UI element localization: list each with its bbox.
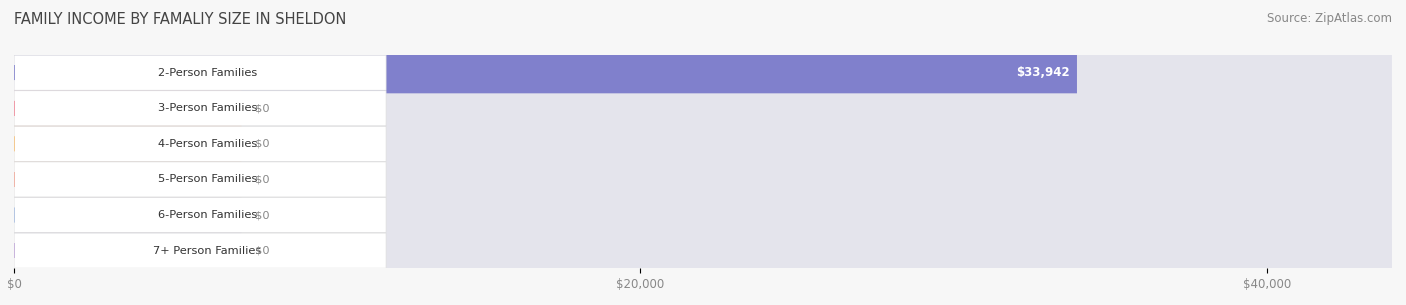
FancyBboxPatch shape xyxy=(14,91,1392,126)
FancyBboxPatch shape xyxy=(14,159,242,200)
Text: $0: $0 xyxy=(256,174,270,185)
Text: 2-Person Families: 2-Person Families xyxy=(157,68,257,78)
Text: $0: $0 xyxy=(256,139,270,149)
FancyBboxPatch shape xyxy=(14,91,387,126)
FancyBboxPatch shape xyxy=(14,233,1392,268)
FancyBboxPatch shape xyxy=(14,162,387,197)
Text: 6-Person Families: 6-Person Families xyxy=(157,210,257,220)
Text: 3-Person Families: 3-Person Families xyxy=(157,103,257,113)
FancyBboxPatch shape xyxy=(14,233,387,268)
Text: FAMILY INCOME BY FAMALIY SIZE IN SHELDON: FAMILY INCOME BY FAMALIY SIZE IN SHELDON xyxy=(14,12,346,27)
FancyBboxPatch shape xyxy=(14,126,1392,162)
Text: $0: $0 xyxy=(256,210,270,220)
Text: $33,942: $33,942 xyxy=(1017,66,1070,79)
FancyBboxPatch shape xyxy=(14,52,1077,93)
FancyBboxPatch shape xyxy=(14,230,1392,271)
FancyBboxPatch shape xyxy=(14,194,242,236)
Text: 5-Person Families: 5-Person Families xyxy=(157,174,257,185)
Text: $0: $0 xyxy=(256,103,270,113)
FancyBboxPatch shape xyxy=(14,194,1392,236)
FancyBboxPatch shape xyxy=(14,162,1392,197)
FancyBboxPatch shape xyxy=(14,197,387,233)
Text: 4-Person Families: 4-Person Families xyxy=(157,139,257,149)
FancyBboxPatch shape xyxy=(14,123,242,164)
FancyBboxPatch shape xyxy=(14,52,1392,93)
FancyBboxPatch shape xyxy=(14,88,242,129)
FancyBboxPatch shape xyxy=(14,55,1392,91)
FancyBboxPatch shape xyxy=(14,230,242,271)
Text: Source: ZipAtlas.com: Source: ZipAtlas.com xyxy=(1267,12,1392,25)
FancyBboxPatch shape xyxy=(14,55,387,90)
FancyBboxPatch shape xyxy=(14,88,1392,129)
Text: $0: $0 xyxy=(256,246,270,256)
FancyBboxPatch shape xyxy=(14,197,1392,233)
Text: 7+ Person Families: 7+ Person Families xyxy=(153,246,262,256)
FancyBboxPatch shape xyxy=(14,159,1392,200)
FancyBboxPatch shape xyxy=(14,123,1392,164)
FancyBboxPatch shape xyxy=(14,126,387,161)
